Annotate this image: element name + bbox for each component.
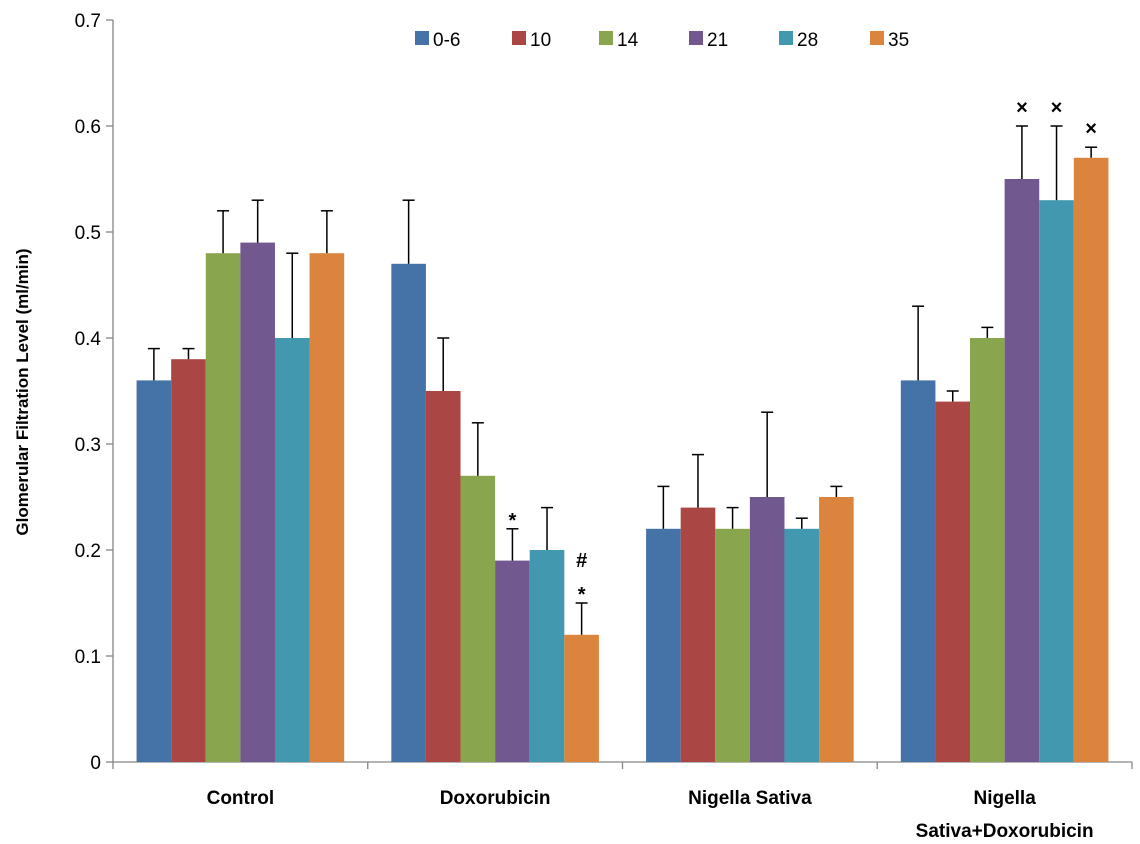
bar <box>1004 179 1040 762</box>
y-axis-title: Glomerular Filtration Level (ml/min) <box>13 248 32 535</box>
significance-mark: × <box>1051 97 1063 119</box>
axes: 0 0.1 0.2 0.3 0.4 0.5 0.6 0.7 Control Doxorubicin… <box>75 11 1133 842</box>
bar <box>1039 200 1074 762</box>
y-tick-label: 0 <box>90 753 101 774</box>
bar <box>240 242 275 763</box>
y-axis-title-group: Glomerular Filtration Level (ml/min) <box>13 248 32 535</box>
bar <box>495 560 530 762</box>
legend-label: 35 <box>888 30 909 51</box>
y-tick-label: 0.3 <box>75 435 101 456</box>
bar <box>460 475 496 762</box>
bar <box>819 497 854 762</box>
bar <box>171 359 206 762</box>
annotations: * # * × × × <box>509 97 1097 606</box>
legend-label: 21 <box>707 30 728 51</box>
significance-mark: # <box>576 550 587 572</box>
legend: 0-6 10 14 21 28 35 <box>415 30 909 51</box>
legend-label: 14 <box>617 30 639 51</box>
legend-swatch <box>689 31 703 45</box>
legend-label: 0-6 <box>433 30 460 51</box>
bar <box>900 380 936 762</box>
bar <box>391 263 426 762</box>
legend-swatch <box>415 31 429 45</box>
bar <box>1073 157 1109 763</box>
legend-swatch <box>599 31 613 45</box>
bar <box>680 507 716 762</box>
y-tick-label: 0.7 <box>75 11 101 32</box>
bar <box>529 550 565 762</box>
bar <box>715 528 750 762</box>
y-tick-label: 0.1 <box>75 647 101 668</box>
x-category-label: Control <box>207 788 275 809</box>
legend-swatch <box>870 31 884 45</box>
bar <box>970 338 1005 762</box>
y-tick-label: 0.4 <box>75 329 102 350</box>
significance-mark: * <box>509 510 517 532</box>
y-tick-label: 0.5 <box>75 223 101 244</box>
x-category-label: Nigella Sativa+Doxorubicin <box>916 788 1094 842</box>
x-category-label: Nigella Sativa <box>688 788 812 809</box>
error-bars <box>147 125 1098 635</box>
legend-swatch <box>779 31 793 45</box>
bar <box>646 528 681 762</box>
x-category-label: Doxorubicin <box>440 788 551 809</box>
bar <box>784 528 820 762</box>
y-tick-label: 0.6 <box>75 117 101 138</box>
bar <box>564 634 599 762</box>
bar <box>274 338 310 762</box>
legend-swatch <box>512 31 526 45</box>
bar <box>136 380 172 762</box>
bars <box>136 157 1109 763</box>
bar <box>749 497 785 762</box>
y-tick-label: 0.2 <box>75 541 101 562</box>
bar <box>425 391 461 762</box>
bar <box>309 253 345 762</box>
significance-mark: × <box>1085 118 1097 140</box>
bar <box>205 253 241 762</box>
bar <box>935 401 971 762</box>
significance-mark: * <box>578 584 586 606</box>
significance-mark: × <box>1016 97 1028 119</box>
legend-label: 28 <box>797 30 818 51</box>
legend-label: 10 <box>530 30 551 51</box>
